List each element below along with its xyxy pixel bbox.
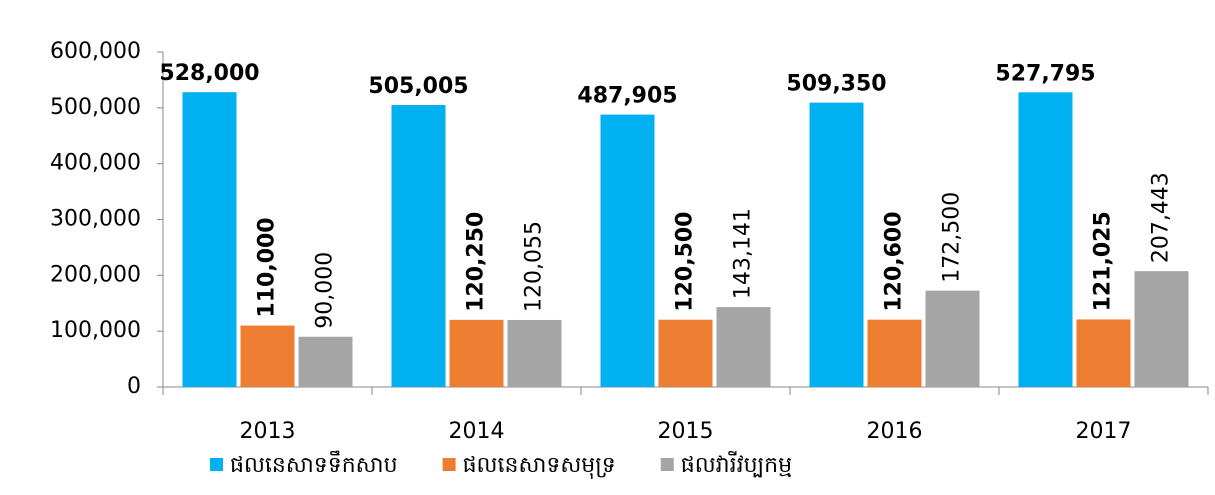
bar: [1076, 319, 1131, 387]
bar: [867, 319, 922, 387]
data-label: 528,000: [159, 61, 259, 86]
bar: [600, 114, 655, 388]
data-label: 110,000: [255, 217, 280, 317]
bar: [240, 325, 295, 387]
bar: [298, 336, 353, 387]
data-label: 487,905: [577, 84, 677, 109]
bar: [507, 319, 562, 387]
bar: [182, 92, 237, 387]
y-tick-label: 300,000: [50, 207, 141, 232]
data-label: 120,055: [522, 221, 547, 312]
bar: [658, 319, 713, 387]
bar: [716, 307, 771, 387]
data-label: 120,250: [464, 212, 489, 312]
bar: [1018, 92, 1073, 388]
y-tick-label: 400,000: [50, 151, 141, 176]
data-label: 207,443: [1149, 172, 1174, 263]
data-label: 120,500: [673, 212, 698, 312]
legend-label: ផលនេសាទសមុទ្រ: [463, 453, 616, 479]
bar: [1134, 271, 1189, 387]
data-label: 121,025: [1091, 211, 1116, 311]
legend-swatch: [442, 458, 456, 471]
data-label: 172,500: [940, 192, 965, 283]
data-label: 120,600: [882, 211, 907, 311]
bar: [449, 319, 504, 387]
legend-label: ផលវារីវប្បកម្ម: [681, 451, 792, 478]
x-tick-label: 2013: [240, 419, 296, 444]
x-tick-label: 2015: [658, 419, 714, 444]
legend-label: ផលនេសាទទឹកសាប: [230, 450, 398, 478]
data-label: 505,005: [368, 74, 468, 99]
data-label: 509,350: [786, 72, 886, 97]
y-tick-label: 600,000: [50, 39, 141, 64]
y-tick-label: 0: [127, 374, 141, 399]
bar: [925, 290, 980, 387]
x-tick-label: 2017: [1076, 419, 1132, 444]
bar: [391, 105, 446, 387]
legend-swatch: [210, 458, 223, 471]
y-tick-label: 200,000: [50, 262, 141, 287]
data-label: 90,000: [313, 252, 338, 329]
data-label: 143,141: [731, 208, 756, 299]
bar: [809, 102, 864, 387]
y-tick-label: 100,000: [50, 318, 141, 343]
y-tick-label: 500,000: [50, 95, 141, 120]
data-label: 527,795: [995, 61, 1095, 86]
legend-swatch: [660, 458, 674, 471]
x-tick-label: 2016: [867, 419, 923, 444]
x-tick-label: 2014: [449, 419, 505, 444]
